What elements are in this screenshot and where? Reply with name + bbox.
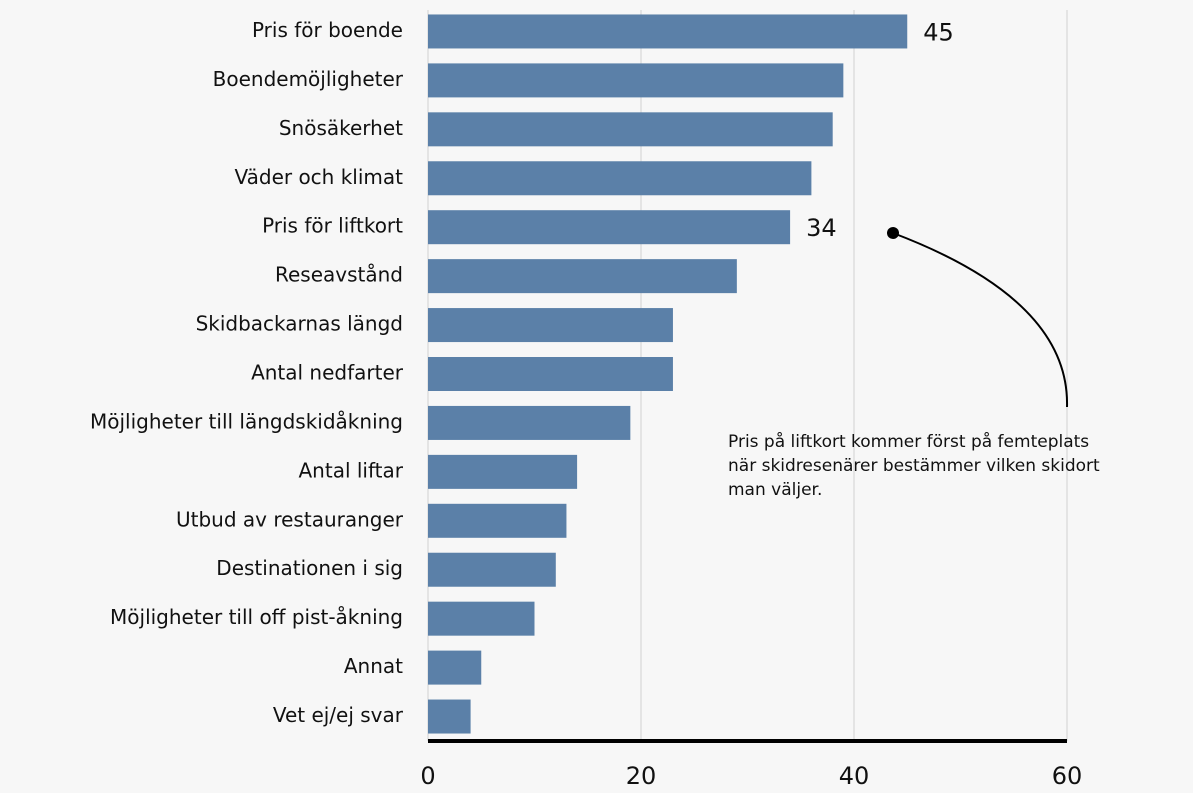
y-tick-label: Utbud av restauranger — [176, 507, 404, 531]
annotation: när skidresenärer bestämmer vilken skido… — [728, 456, 1100, 476]
x-tick-label: 60 — [1052, 762, 1083, 790]
y-tick-label: Väder och klimat — [234, 165, 403, 189]
y-tick-label: Boendemöjligheter — [213, 67, 404, 91]
annotation-dot — [887, 227, 899, 239]
y-tick-label: Möjligheter till längdskidåkning — [90, 409, 403, 433]
y-tick-label: Pris för boende — [252, 18, 403, 42]
annotation-arrow — [892, 232, 1069, 408]
y-tick-label: Annat — [344, 654, 403, 678]
bar — [428, 552, 556, 587]
annotation: Pris på liftkort kommer först på femtepl… — [728, 431, 1089, 452]
bar — [428, 308, 673, 343]
y-tick-label: Snösäkerhet — [279, 116, 403, 140]
bar — [428, 699, 471, 734]
y-tick-label: Destinationen i sig — [216, 556, 403, 580]
bar — [428, 14, 908, 49]
y-tick-label: Möjligheter till off pist-åkning — [110, 605, 403, 629]
bar — [428, 454, 578, 489]
x-tick-label: 40 — [839, 762, 870, 790]
y-tick-label: Skidbackarnas längd — [196, 312, 403, 336]
y-tick-label: Antal nedfarter — [251, 361, 404, 385]
bar — [428, 405, 631, 440]
x-tick-label: 20 — [626, 762, 657, 790]
y-tick-label: Vet ej/ej svar — [273, 703, 404, 727]
y-tick-label: Pris för liftkort — [262, 214, 403, 238]
annotation: man väljer. — [728, 480, 822, 500]
value-label: 34 — [806, 214, 837, 242]
bar — [428, 259, 737, 294]
bar — [428, 210, 791, 245]
y-tick-label: Reseavstånd — [275, 263, 403, 287]
bar — [428, 650, 482, 685]
bar — [428, 357, 673, 391]
bar — [428, 63, 844, 98]
value-label: 45 — [923, 18, 954, 46]
bar — [428, 601, 535, 636]
bar — [428, 503, 567, 538]
y-tick-label: Antal liftar — [299, 458, 404, 482]
x-tick-label: 0 — [420, 762, 435, 790]
bar — [428, 112, 833, 147]
bar — [428, 161, 812, 196]
